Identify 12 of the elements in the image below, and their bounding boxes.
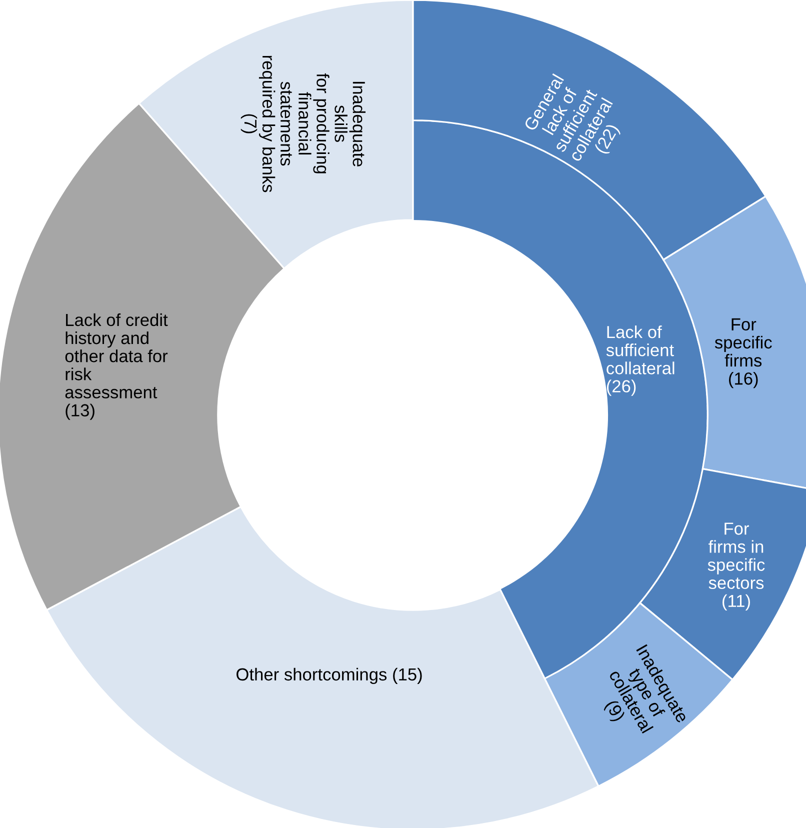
category-label: Other shortcomings	[236, 668, 387, 684]
category-label: Lack of credit history and other data for risk assessment	[65, 313, 168, 398]
data-label: (11)	[722, 594, 750, 611]
data-label: (15)	[393, 668, 422, 684]
data-label: (13)	[66, 404, 94, 420]
data-label: (26)	[606, 380, 636, 396]
category-label: Lack of sufficient collateral	[606, 325, 674, 374]
data-label: (16)	[729, 372, 758, 388]
category-label: For firms in specific sectors	[708, 522, 765, 590]
data-label: (7)	[240, 114, 258, 134]
category-label: Inadequate skills for producing financial statements required by banks	[258, 56, 366, 192]
category-label: For specific firms	[714, 318, 772, 367]
